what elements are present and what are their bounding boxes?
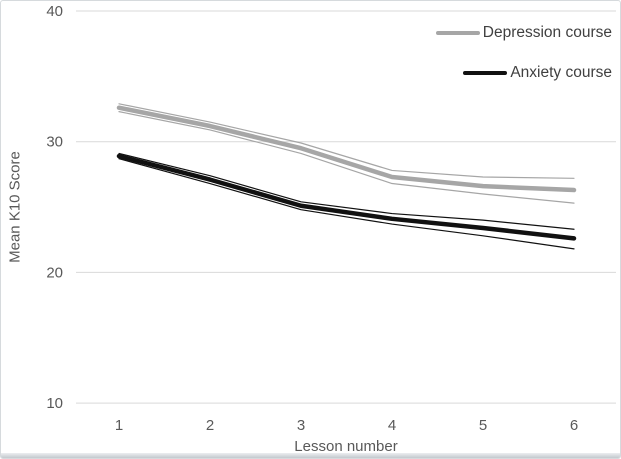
x-tick-label-5: 5 [479, 417, 487, 434]
y-tick-label-10: 10 [46, 395, 63, 412]
legend-item-depression: Depression course [435, 21, 612, 45]
y-tick-label-30: 30 [46, 134, 63, 151]
x-tick-label-1: 1 [115, 417, 123, 434]
x-axis-title: Lesson number [294, 438, 398, 455]
y-tick-label-40: 40 [46, 3, 63, 20]
x-tick-label-2: 2 [206, 417, 214, 434]
series-0-ci-lower-line [118, 111, 575, 204]
window-bottom-edge [1, 453, 620, 458]
series-1-ci-lower-line [118, 158, 575, 250]
series-1-mean-line [116, 153, 577, 241]
x-tick-label-3: 3 [297, 417, 305, 434]
legend: Depression course Anxiety course [435, 21, 612, 101]
legend-label-anxiety: Anxiety course [510, 64, 612, 81]
y-tick-label-20: 20 [46, 264, 63, 281]
series-0-mean-line [116, 105, 577, 193]
series-1-ci-upper-line [118, 152, 575, 230]
depression-line-swatch [435, 30, 480, 36]
y-axis-title: Mean K10 Score [6, 151, 24, 263]
x-tick-label-6: 6 [570, 417, 578, 434]
x-tick-label-4: 4 [388, 417, 396, 434]
anxiety-line-swatch [463, 70, 508, 76]
legend-item-anxiety: Anxiety course [436, 61, 612, 85]
series-0-ci-upper-line [118, 103, 575, 179]
legend-label-depression: Depression course [482, 24, 612, 41]
